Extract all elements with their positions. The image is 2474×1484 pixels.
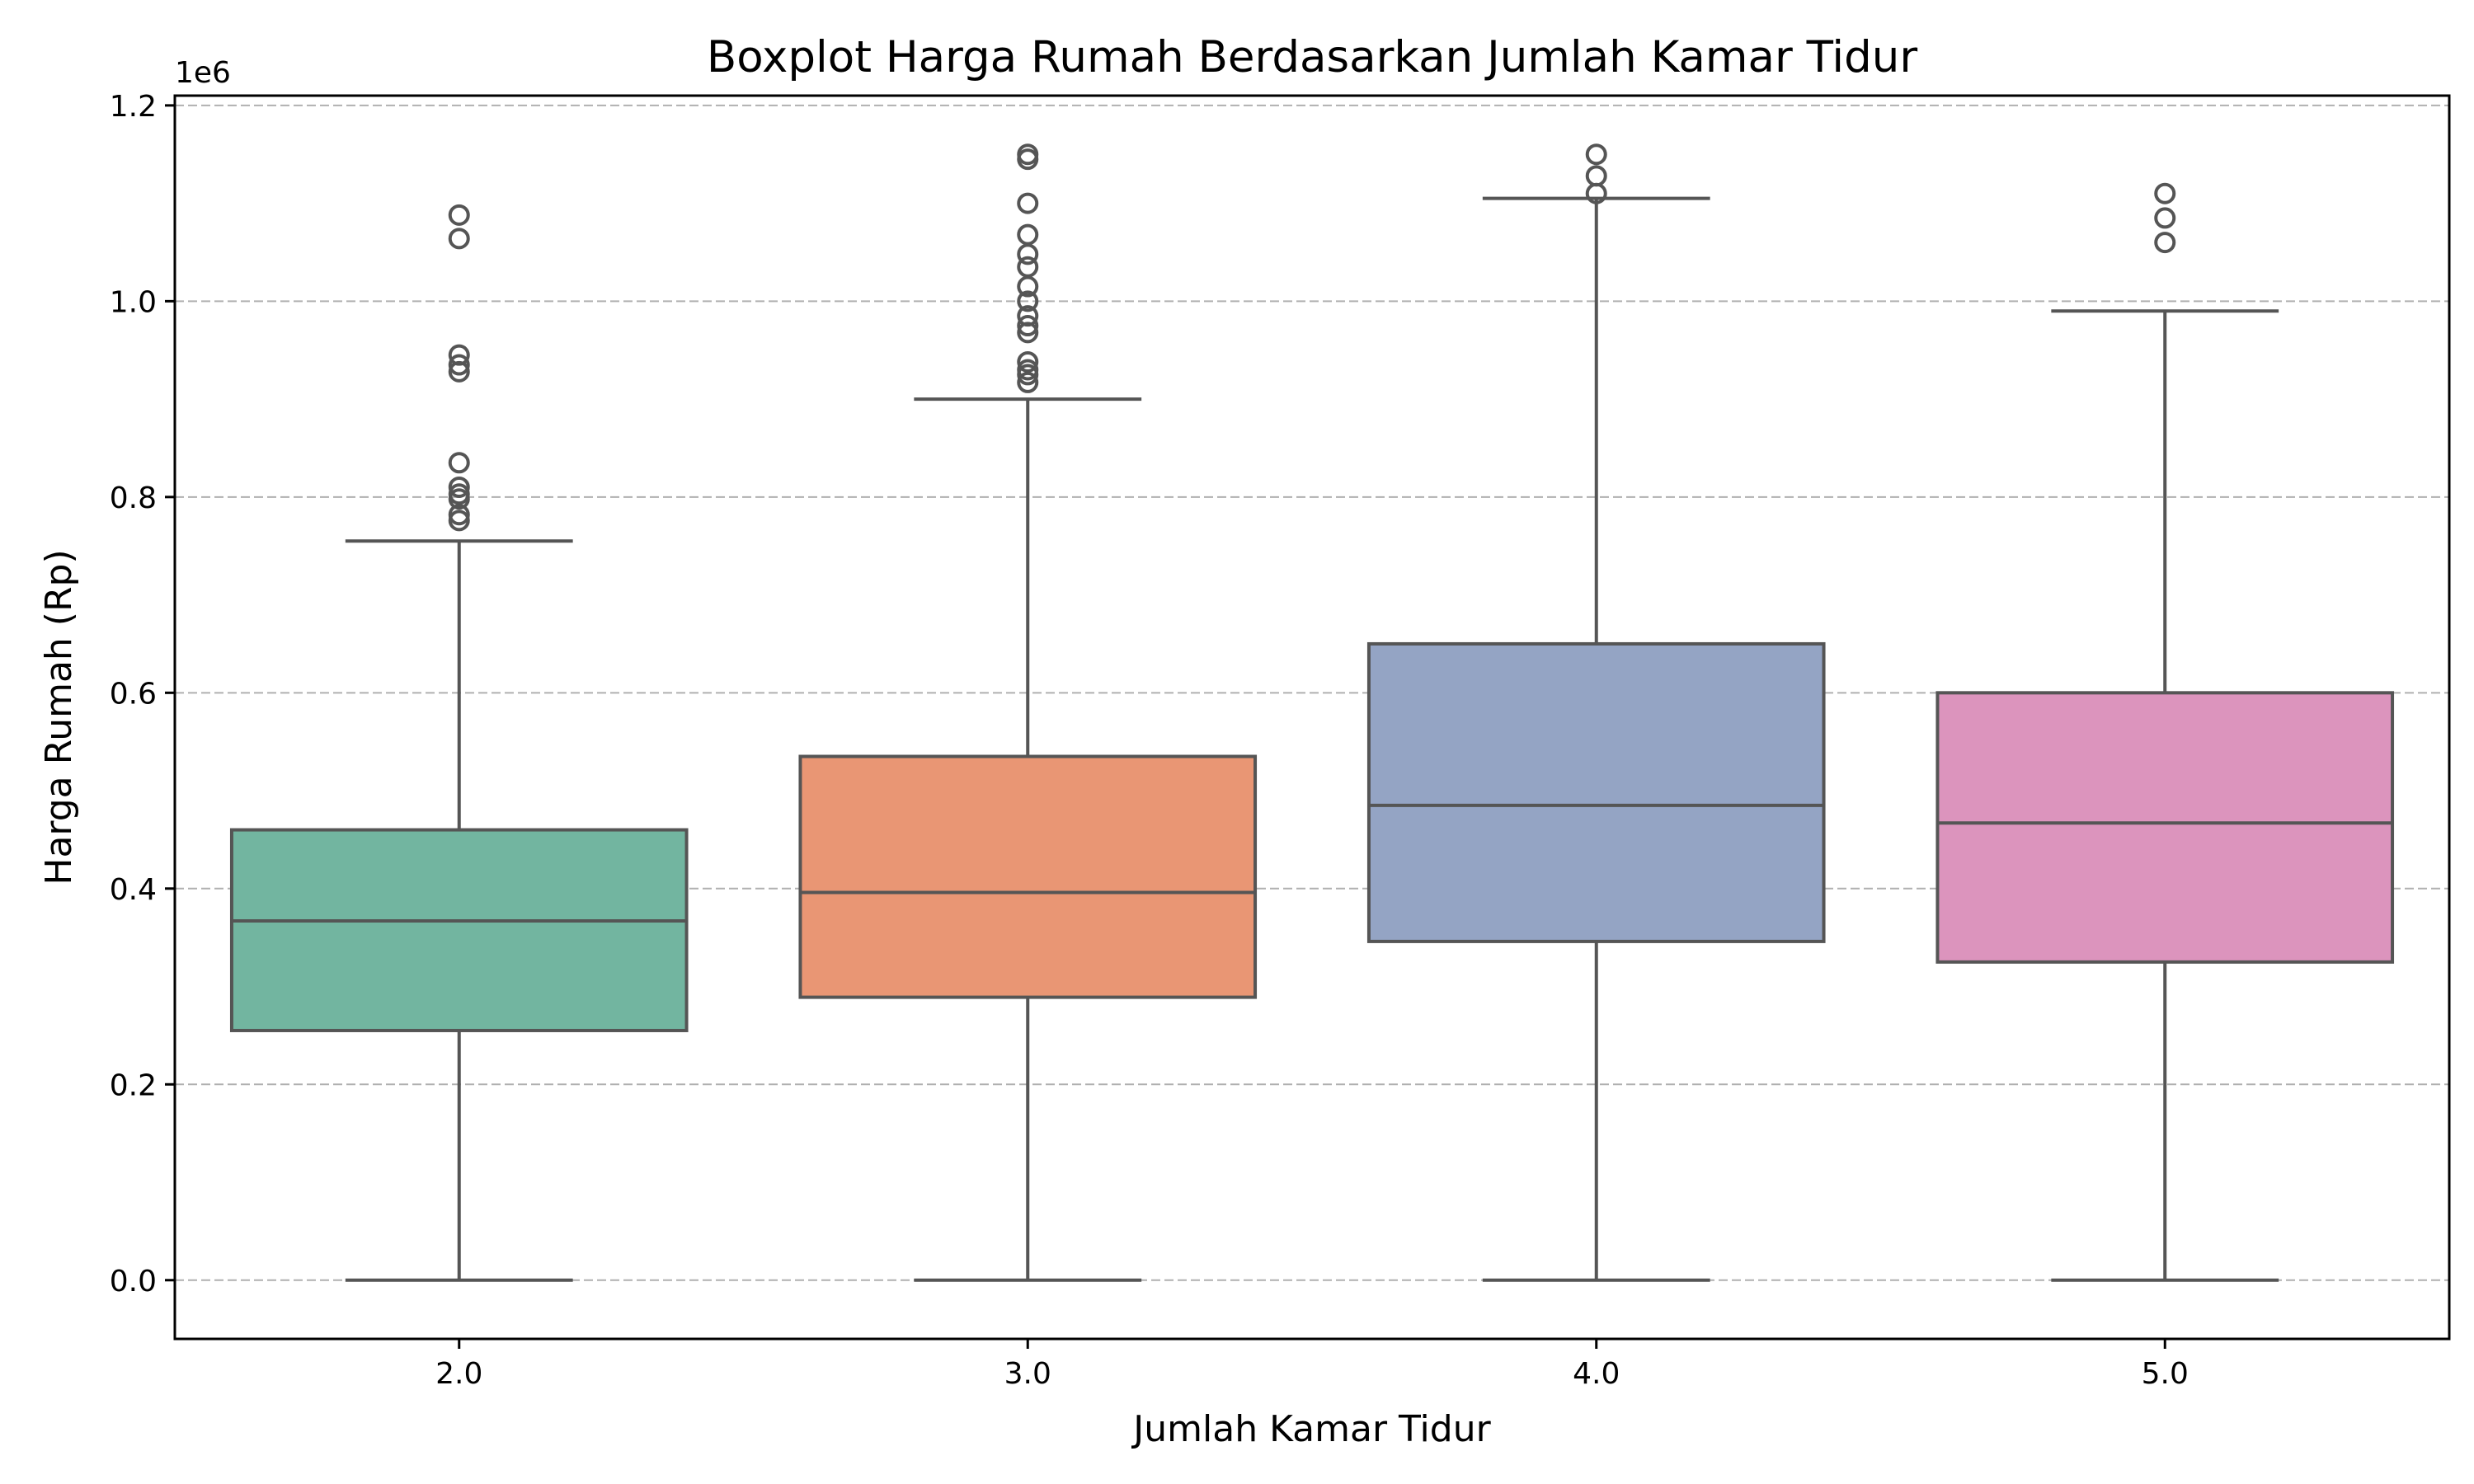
outlier-point (448, 452, 470, 474)
box-group-4.0 (1366, 143, 1826, 1282)
y-tick-label: 1.0 (110, 285, 157, 319)
x-tick-label: 5.0 (2142, 1357, 2189, 1391)
outlier-point (2154, 232, 2176, 254)
outlier-point (448, 488, 470, 510)
outlier-point (448, 510, 470, 532)
outlier-point (1017, 290, 1039, 312)
boxes (229, 143, 2395, 1282)
y-tick-label: 0.8 (110, 481, 157, 515)
box-group-5.0 (1935, 182, 2395, 1282)
box (1366, 641, 1826, 943)
outlier-point (1017, 243, 1039, 265)
y-tick-label: 0.2 (110, 1068, 157, 1102)
outlier-point (1017, 350, 1039, 373)
outlier-point (2154, 207, 2176, 229)
box-group-2.0 (229, 204, 689, 1282)
y-tick-label: 0.6 (110, 677, 157, 711)
outlier-point (1585, 182, 1607, 204)
box-group-3.0 (798, 143, 1258, 1282)
outlier-point (2154, 182, 2176, 204)
box (229, 828, 689, 1032)
x-tick-label: 2.0 (435, 1357, 482, 1391)
x-tick-label: 4.0 (1573, 1357, 1620, 1391)
chart-title: Boxplot Harga Rumah Berdasarkan Jumlah K… (707, 32, 1917, 82)
outlier-point (1585, 165, 1607, 187)
outlier-point (448, 204, 470, 226)
outlier-point (1017, 256, 1039, 278)
outlier-point (1585, 143, 1607, 166)
outlier-point (1017, 192, 1039, 214)
outlier-point (1017, 364, 1039, 386)
outlier-point (448, 228, 470, 250)
outlier-point (1017, 322, 1039, 344)
y-tick-label: 0.0 (110, 1265, 157, 1298)
outlier-point (1017, 223, 1039, 246)
outlier-point (448, 476, 470, 498)
x-tick-label: 3.0 (1004, 1357, 1051, 1391)
y-axis-label: Harga Rumah (Rp) (38, 549, 80, 885)
x-axis-ticks: 2.0 3.0 4.0 5.0 (435, 1339, 2189, 1391)
outlier-point (1017, 371, 1039, 393)
outlier-point (448, 354, 470, 376)
y-tick-label: 0.4 (110, 873, 157, 907)
box (798, 754, 1258, 999)
outlier-point (1017, 315, 1039, 337)
y-tick-label: 1.2 (110, 90, 157, 124)
y-offset-label: 1e6 (175, 56, 231, 90)
outlier-point (1017, 148, 1039, 171)
x-axis-label: Jumlah Kamar Tidur (1131, 1408, 1491, 1450)
box (1935, 691, 2395, 964)
outlier-point (448, 504, 470, 526)
y-axis-ticks: 0.0 0.2 0.4 0.6 0.8 1.0 1.2 (110, 90, 175, 1298)
outlier-point (1017, 275, 1039, 298)
outlier-point (448, 360, 470, 383)
plot-frame (173, 94, 2451, 1341)
